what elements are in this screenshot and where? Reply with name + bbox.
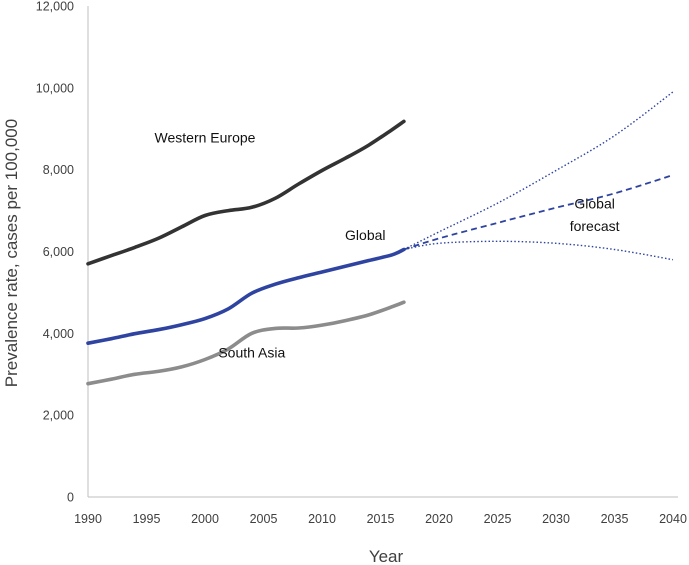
y-tick-label: 4,000 bbox=[43, 327, 74, 341]
x-tick-labels: 1990 1995 2000 2005 2010 2015 2020 2025 2030 2035… bbox=[74, 512, 687, 526]
annotation-south-asia: South Asia bbox=[218, 344, 285, 360]
series-annotations: Western Europe Global South Asia Global fore… bbox=[155, 130, 620, 361]
x-axis: 1990 1995 2000 2005 2010 2015 2020 2025 2030 2035… bbox=[74, 496, 687, 526]
annotation-western-europe: Western Europe bbox=[155, 130, 256, 146]
y-tick-label: 6,000 bbox=[43, 245, 74, 259]
series-line-global bbox=[86, 247, 406, 345]
y-tick-label: 10,000 bbox=[36, 81, 74, 95]
series-line-south-asia bbox=[86, 300, 406, 386]
x-tick-label: 2040 bbox=[659, 512, 687, 526]
x-tick-label: 1995 bbox=[133, 512, 161, 526]
y-tick-label: 12,000 bbox=[36, 0, 74, 14]
y-tick-label: 0 bbox=[67, 491, 74, 505]
series-line-global-forecast-lower bbox=[403, 240, 674, 261]
series-line-global-forecast-upper bbox=[403, 91, 674, 251]
x-tick-label: 2010 bbox=[308, 512, 336, 526]
series-line-global-forecast bbox=[403, 174, 674, 251]
x-tick-label: 2025 bbox=[484, 512, 512, 526]
x-tick-label: 2000 bbox=[191, 512, 219, 526]
x-tick-label: 2035 bbox=[601, 512, 629, 526]
x-tick-label: 2020 bbox=[425, 512, 453, 526]
y-tick-labels: 0 2,000 4,000 6,000 8,000 10,000 12,000 bbox=[36, 0, 74, 505]
y-tick-label: 2,000 bbox=[43, 409, 74, 423]
x-tick-label: 2015 bbox=[367, 512, 395, 526]
x-tick-label: 1990 bbox=[74, 512, 102, 526]
x-tick-label: 2030 bbox=[542, 512, 570, 526]
series-line-western-europe bbox=[86, 119, 406, 266]
y-axis: 0 2,000 4,000 6,000 8,000 10,000 12,000 bbox=[36, 0, 89, 505]
x-axis-title: Year bbox=[369, 547, 404, 565]
y-axis-title: Prevalence rate, cases per 100,000 bbox=[2, 119, 21, 387]
series-lines bbox=[86, 91, 674, 386]
x-tick-label: 2005 bbox=[250, 512, 278, 526]
annotation-forecast-2: forecast bbox=[570, 218, 620, 234]
annotation-global: Global bbox=[345, 227, 385, 243]
y-tick-label: 8,000 bbox=[43, 163, 74, 177]
annotation-forecast-1: Global bbox=[574, 196, 614, 212]
